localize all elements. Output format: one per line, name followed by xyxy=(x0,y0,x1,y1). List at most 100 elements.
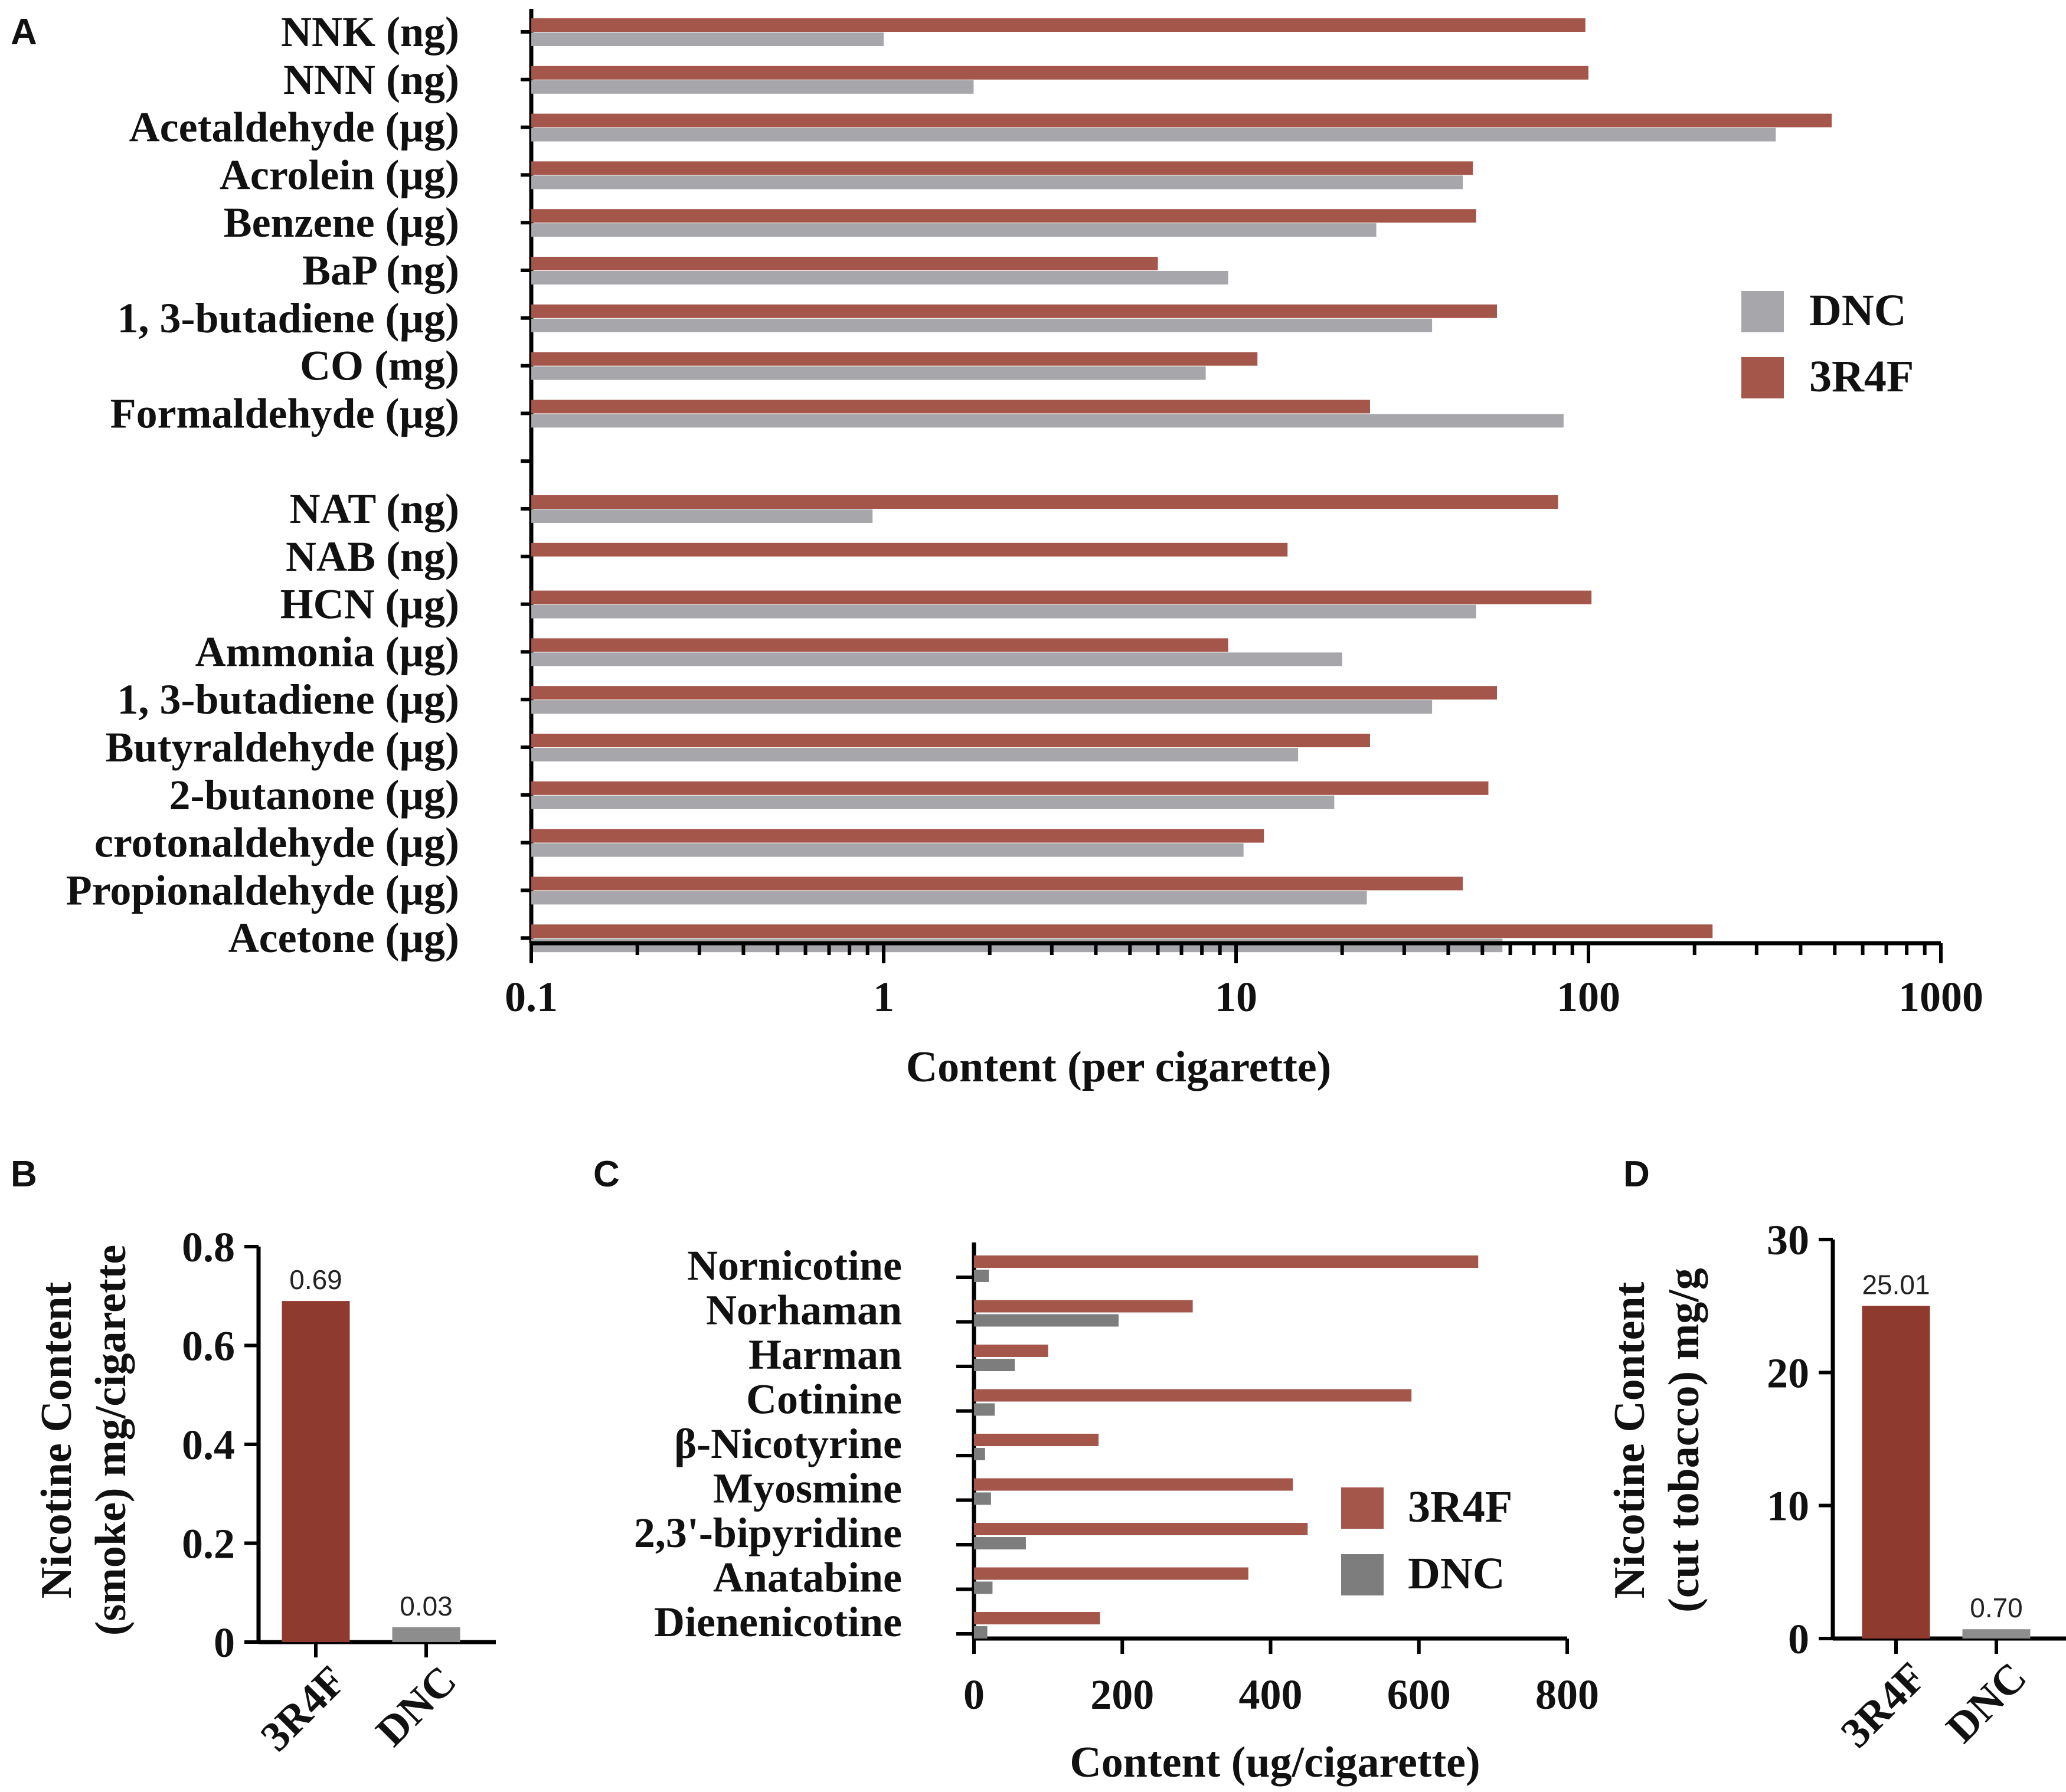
bar-3r4f xyxy=(531,829,1264,843)
panel-letter-d: D xyxy=(1623,1154,1650,1195)
panel-c: C NornicotineNorhamanHarmanCotinineβ-Nic… xyxy=(593,1154,1599,1787)
y-tick-label: 0 xyxy=(214,1619,235,1666)
bar-3r4f xyxy=(531,638,1228,652)
y-tick-label: 0.8 xyxy=(182,1224,235,1271)
bar-3r4f xyxy=(531,495,1558,509)
bar-dnc xyxy=(974,1537,1026,1549)
bar-3r4f xyxy=(531,686,1497,700)
bar-3r4f xyxy=(974,1612,1100,1624)
bar-dnc xyxy=(974,1270,989,1282)
category-label: 2-butanone (µg) xyxy=(169,771,459,819)
panel-b: B 0 0.2 0.4 0.6 0.8 0.69 3R4F 0.03 DNC Nicotine C… xyxy=(11,1154,496,1760)
bar-3r4f xyxy=(974,1345,1048,1357)
bar-dnc xyxy=(1962,1629,2031,1639)
legend-label-dnc: DNC xyxy=(1809,286,1907,335)
bar-3r4f xyxy=(531,400,1370,414)
bar-dnc xyxy=(974,1403,995,1416)
bar-3r4f xyxy=(974,1300,1193,1313)
x-tick-label: 3R4F xyxy=(251,1657,355,1760)
bar-3r4f xyxy=(531,924,1713,938)
x-tick-label: 100 xyxy=(1557,973,1620,1021)
legend-swatch-3r4f xyxy=(1741,357,1784,398)
x-tick-label: 200 xyxy=(1090,1671,1154,1718)
bar-dnc xyxy=(531,509,873,523)
category-label: Formaldehyde (µg) xyxy=(110,390,459,437)
bar-dnc xyxy=(531,748,1299,761)
y-axis-title-line: (smoke) mg/cigarette xyxy=(87,1245,135,1636)
bar-3r4f xyxy=(531,781,1489,795)
category-label: Cotinine xyxy=(746,1376,902,1423)
x-tick-label: 0 xyxy=(963,1671,985,1718)
bar-dnc xyxy=(531,414,1564,428)
data-label: 0.69 xyxy=(289,1264,342,1295)
y-axis-title-line: Nicotine Content xyxy=(1606,1281,1654,1598)
y-tick-label: 0.6 xyxy=(182,1323,235,1370)
x-tick-label: 10 xyxy=(1215,973,1257,1021)
x-tick-label: 1000 xyxy=(1898,973,1983,1021)
bar-dnc xyxy=(531,32,884,46)
category-label: BaP (ng) xyxy=(302,247,459,294)
category-label: Norhaman xyxy=(706,1287,902,1334)
bar-3r4f xyxy=(531,161,1473,175)
bar-3r4f xyxy=(974,1478,1293,1491)
x-tick-label: 600 xyxy=(1387,1671,1451,1718)
legend-swatch-3r4f xyxy=(1341,1487,1384,1529)
bar-3r4f xyxy=(531,590,1592,604)
y-axis-title-line: Nicotine Content xyxy=(32,1281,81,1598)
y-tick-label: 20 xyxy=(1767,1349,1809,1397)
bar-dnc xyxy=(531,271,1228,285)
bar-dnc xyxy=(974,1492,991,1505)
bar-dnc xyxy=(531,891,1367,905)
y-axis-title-line: (cut tobacco) mg/g xyxy=(1660,1268,1708,1613)
bar-dnc xyxy=(974,1359,1015,1371)
y-tick-label: 10 xyxy=(1767,1483,1809,1530)
x-tick-label: 0.1 xyxy=(505,973,558,1021)
bar-dnc xyxy=(531,80,974,94)
bar-dnc xyxy=(531,700,1433,714)
category-label: Myosmine xyxy=(713,1465,902,1512)
bar-3r4f xyxy=(282,1301,350,1642)
x-tick-label: 800 xyxy=(1535,1671,1599,1718)
category-label: CO (mg) xyxy=(300,342,459,390)
category-label: Nornicotine xyxy=(687,1242,902,1289)
y-tick-label: 0 xyxy=(1788,1616,1809,1663)
bar-dnc xyxy=(974,1314,1119,1327)
bar-3r4f xyxy=(531,352,1258,366)
bar-3r4f xyxy=(531,113,1832,127)
category-label: Anatabine xyxy=(713,1554,902,1601)
category-label: 1, 3-butadiene (µg) xyxy=(117,676,459,723)
bar-3r4f xyxy=(531,877,1463,891)
bar-dnc xyxy=(974,1448,985,1460)
bar-dnc xyxy=(974,1626,988,1639)
x-tick-label: DNC xyxy=(1937,1653,2035,1752)
bar-dnc xyxy=(531,938,1503,953)
bar-3r4f xyxy=(974,1389,1412,1402)
data-label: 0.70 xyxy=(1970,1592,2023,1623)
bar-3r4f xyxy=(974,1434,1099,1446)
category-label: HCN (µg) xyxy=(280,581,459,628)
bar-dnc xyxy=(531,843,1244,857)
panel-letter-a: A xyxy=(11,12,37,53)
category-label: Benzene (µg) xyxy=(224,199,459,246)
bar-dnc xyxy=(531,175,1463,189)
category-label: Acrolein (µg) xyxy=(220,151,459,198)
bar-dnc xyxy=(531,604,1476,619)
category-label: Dienenicotine xyxy=(654,1598,902,1646)
bar-3r4f xyxy=(531,304,1497,318)
bar-dnc xyxy=(531,223,1377,237)
bar-dnc xyxy=(531,366,1206,380)
bar-dnc xyxy=(531,318,1433,332)
category-label: Acetone (µg) xyxy=(228,914,459,962)
category-label: NNK (ng) xyxy=(281,8,459,55)
data-label: 25.01 xyxy=(1862,1269,1930,1300)
category-label: Acetaldehyde (µg) xyxy=(129,104,459,151)
y-tick-label: 30 xyxy=(1767,1217,1809,1264)
panel-letter-c: C xyxy=(593,1154,620,1195)
category-label: Ammonia (µg) xyxy=(195,628,459,675)
category-label: 1, 3-butadiene (µg) xyxy=(117,295,459,342)
category-label: NAB (ng) xyxy=(286,533,459,580)
bar-3r4f xyxy=(1862,1306,1930,1639)
x-tick-label: 1 xyxy=(873,973,894,1021)
bar-dnc xyxy=(531,652,1342,666)
